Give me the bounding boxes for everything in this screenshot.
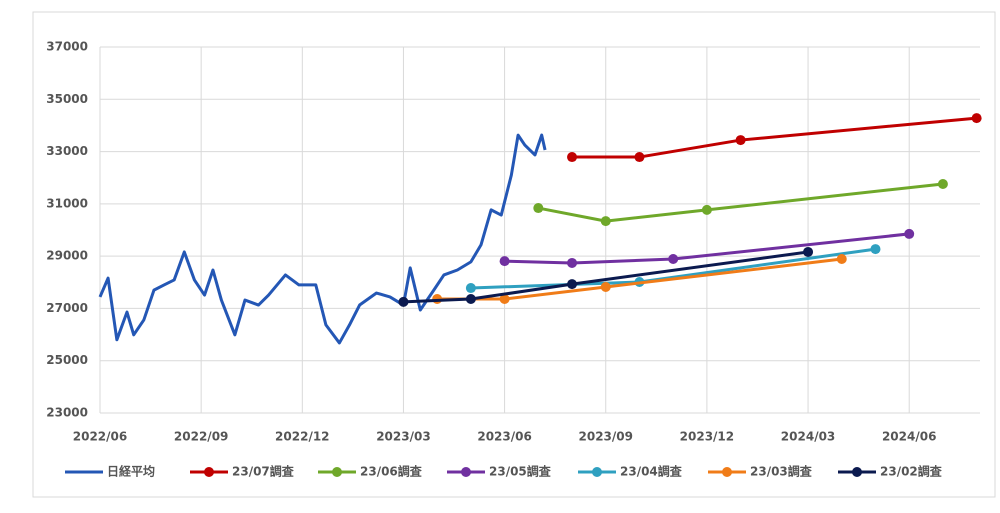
x-tick-label: 2022/06	[73, 430, 127, 444]
series-marker	[465, 283, 476, 294]
series-marker	[971, 113, 982, 124]
x-tick-label: 2024/03	[781, 430, 835, 444]
x-tick-label: 2022/09	[174, 430, 228, 444]
legend-label: 23/06調査	[360, 464, 423, 479]
series-marker	[398, 296, 409, 307]
legend-marker	[204, 467, 214, 477]
series-marker	[937, 178, 948, 189]
legend-marker	[461, 467, 471, 477]
series-marker	[567, 257, 578, 268]
x-tick-label: 2022/12	[275, 430, 329, 444]
series-marker	[668, 254, 679, 265]
series-marker	[600, 281, 611, 292]
series-marker	[567, 279, 578, 290]
series-line	[403, 250, 809, 304]
series-marker	[904, 228, 915, 239]
legend-label: 23/04調査	[620, 464, 683, 479]
legend-label: 日経平均	[107, 464, 155, 479]
series-line	[98, 133, 547, 345]
legend-label: 23/02調査	[880, 464, 943, 479]
x-tick-label: 2023/06	[477, 430, 531, 444]
series-marker	[499, 256, 510, 267]
series-marker	[836, 254, 847, 265]
legend-marker	[592, 467, 602, 477]
chart-frame	[32, 11, 996, 498]
series-line	[572, 116, 977, 159]
y-tick-label: 25000	[46, 353, 88, 367]
legend-marker	[722, 467, 732, 477]
y-tick-label: 37000	[46, 40, 88, 54]
legend-marker	[332, 467, 342, 477]
legend-label: 23/05調査	[489, 464, 552, 479]
series-marker	[634, 152, 645, 163]
x-tick-label: 2023/03	[376, 430, 430, 444]
y-tick-label: 31000	[46, 196, 88, 210]
series-marker	[701, 204, 712, 215]
x-tick-label: 2023/09	[579, 430, 633, 444]
series-line	[538, 182, 944, 223]
series-marker	[465, 294, 476, 305]
series-marker	[870, 244, 881, 255]
legend-label: 23/07調査	[232, 464, 295, 479]
series-line	[504, 232, 910, 265]
series-marker	[600, 216, 611, 227]
y-tick-label: 33000	[46, 144, 88, 158]
series-marker	[567, 152, 578, 163]
y-tick-label: 23000	[46, 406, 88, 420]
series-marker	[803, 246, 814, 257]
series-marker	[735, 135, 746, 146]
legend-label: 23/03調査	[750, 464, 813, 479]
x-tick-label: 2024/06	[882, 430, 936, 444]
series-marker	[533, 203, 544, 214]
y-tick-label: 27000	[46, 301, 88, 315]
series-marker	[499, 294, 510, 305]
x-tick-label: 2023/12	[680, 430, 734, 444]
y-tick-label: 35000	[46, 92, 88, 106]
y-tick-label: 29000	[46, 249, 88, 263]
legend-marker	[852, 467, 862, 477]
